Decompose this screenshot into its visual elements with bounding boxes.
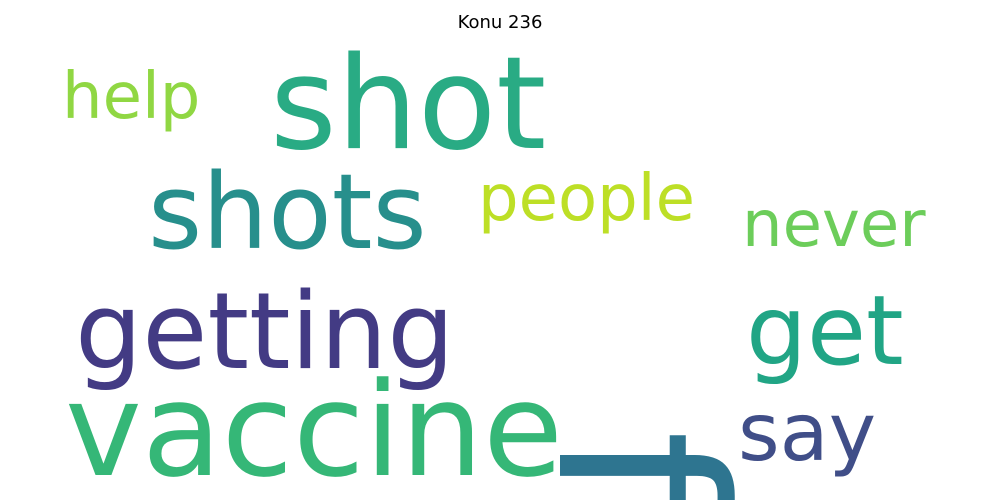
word-flu: flu <box>505 430 772 500</box>
word-shots: shots <box>148 151 427 273</box>
word-vaccine: vaccine <box>65 354 563 500</box>
word-shot: shot <box>270 30 546 179</box>
word-people: people <box>478 162 695 236</box>
figure-title: Konu 236 <box>457 12 543 33</box>
word-get: get <box>746 275 904 387</box>
word-help: help <box>62 60 200 134</box>
word-say: say <box>738 386 876 479</box>
word-getting: getting <box>75 270 455 393</box>
word-never: never <box>742 188 926 262</box>
